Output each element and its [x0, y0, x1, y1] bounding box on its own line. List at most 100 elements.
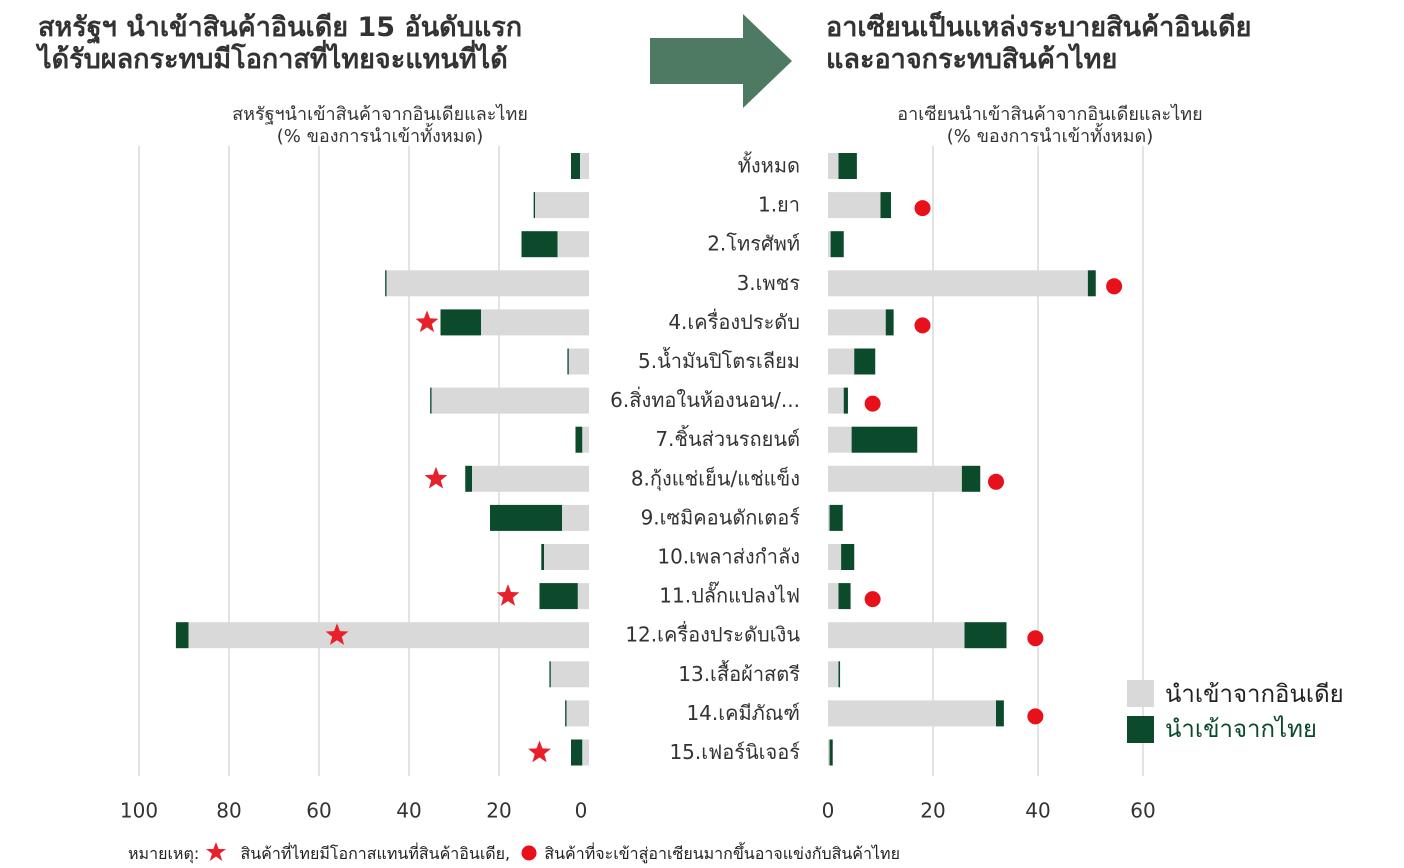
left-bar-thai	[549, 661, 551, 688]
left-subtitle-line-2: (% ของการนำเข้าทั้งหมด)	[276, 126, 484, 147]
category-label: 3.เพชร	[737, 271, 801, 295]
right-bar-india	[828, 387, 844, 414]
legend-swatch-thai	[1127, 716, 1154, 743]
right-bar-thai	[829, 739, 833, 766]
right-bar-india	[828, 348, 855, 375]
left-bar-thai	[565, 700, 567, 727]
left-bar-india	[431, 387, 589, 414]
right-arrow-icon	[650, 14, 792, 108]
dot-marker	[914, 317, 931, 334]
dot-marker	[864, 395, 881, 412]
dot-marker	[1027, 630, 1044, 647]
category-label: ทั้งหมด	[738, 152, 800, 178]
star-marker-icon	[206, 842, 227, 861]
right-bar-thai	[838, 153, 857, 179]
dot-marker	[864, 591, 881, 608]
left-bar-thai	[571, 153, 580, 179]
right-bar-thai	[996, 700, 1004, 727]
right-x-tick-label: 0	[822, 799, 835, 823]
category-label: 5.น้ำมันปิโตรเลียม	[638, 347, 800, 373]
category-label: 7.ชิ้นส่วนรถยนต์	[655, 425, 800, 451]
right-bar-india	[828, 544, 842, 570]
star-marker	[325, 623, 349, 645]
right-subtitle-line-2: (% ของการนำเข้าทั้งหมด)	[946, 126, 1154, 147]
legend-label-thai: นำเข้าจากไทย	[1165, 715, 1317, 743]
right-bar-india	[828, 465, 962, 492]
category-label: 10.เพลาส่งกำลัง	[657, 545, 800, 569]
right-bar-india	[828, 700, 996, 727]
right-bar-thai	[830, 231, 844, 258]
left-bar-india	[535, 192, 589, 219]
category-label: 4.เครื่องประดับ	[668, 308, 800, 334]
right-bar-india	[828, 153, 839, 179]
category-label: 12.เครื่องประดับเงิน	[625, 621, 800, 647]
left-bar-india	[582, 739, 589, 766]
dot-marker	[988, 473, 1004, 490]
left-subtitle: สหรัฐฯนำเข้าสินค้าจากอินเดียและไทย (% ขอ…	[170, 104, 590, 148]
category-label: 15.เฟอร์นิเจอร์	[669, 740, 800, 764]
left-bar-india	[562, 504, 589, 531]
left-bar-thai	[440, 309, 481, 336]
dot-marker	[1027, 708, 1044, 725]
left-x-tick-label: 0	[575, 799, 588, 823]
left-bar-thai	[385, 270, 387, 297]
legend-label-india: นำเข้าจากอินเดีย	[1165, 680, 1344, 708]
right-bar-india	[828, 309, 886, 336]
left-bar-india	[582, 426, 589, 453]
left-x-tick-label: 60	[306, 799, 331, 823]
left-bar-india	[550, 661, 589, 688]
right-bar-india	[828, 739, 830, 766]
right-title-line-1: อาเซียนเป็นแหล่งระบายสินค้าอินเดีย	[826, 12, 1252, 43]
right-bar-thai	[880, 192, 891, 219]
right-bar-india	[828, 504, 830, 531]
star-marker	[528, 740, 551, 763]
right-subtitle: อาเซียนนำเข้าสินค้าจากอินเดียและไทย (% ข…	[840, 104, 1260, 148]
left-subtitle-line-1: สหรัฐฯนำเข้าสินค้าจากอินเดียและไทย	[232, 104, 528, 125]
left-x-tick-label: 100	[120, 799, 158, 823]
left-bar-thai	[539, 583, 578, 610]
right-bar-thai	[838, 583, 851, 610]
right-title: อาเซียนเป็นแหล่งระบายสินค้าอินเดีย และอา…	[826, 12, 1386, 76]
left-bar-india	[472, 465, 589, 492]
left-bar-thai	[575, 426, 583, 453]
right-bar-thai	[841, 544, 855, 570]
left-x-tick-label: 20	[486, 799, 511, 823]
left-bar-india	[566, 700, 589, 727]
category-label: 9.เซมิคอนดักเตอร์	[641, 505, 801, 529]
left-x-tick-label: 80	[216, 799, 241, 823]
right-bar-thai	[964, 622, 1007, 649]
category-label: 14.เคมีภัณฑ์	[686, 701, 800, 725]
right-bar-thai	[851, 426, 918, 453]
category-label: 8.กุ้งแช่เย็น/แช่แข็ง	[631, 465, 800, 491]
left-bar-thai	[567, 348, 569, 375]
dot-marker-icon	[521, 845, 537, 861]
right-bar-thai	[885, 309, 894, 336]
left-bar-thai	[490, 504, 562, 531]
footnote-prefix: หมายเหตุ:	[128, 844, 200, 863]
category-label: 13.เสื้อผ้าสตรี	[678, 660, 800, 686]
left-bar-india	[568, 348, 589, 375]
right-bar-thai	[1087, 270, 1096, 297]
left-title-line-2: ได้รับผลกระทบมีโอกาสที่ไทยจะแทนที่ได้	[38, 44, 508, 75]
category-label: 1.ยา	[758, 193, 800, 217]
right-subtitle-line-1: อาเซียนนำเข้าสินค้าจากอินเดียและไทย	[897, 104, 1203, 125]
footnote-star-text: สินค้าที่ไทยมีโอกาสแทนที่สินค้าอินเดีย,	[240, 844, 511, 863]
right-bar-thai	[843, 387, 848, 414]
dot-marker	[1106, 278, 1123, 295]
left-bar-thai	[430, 387, 432, 414]
left-bar-thai	[571, 739, 583, 766]
right-bar-thai	[829, 504, 843, 531]
left-title: สหรัฐฯ นำเข้าสินค้าอินเดีย 15 อันดับแรก …	[38, 12, 598, 76]
category-label: 2.โทรศัพท์	[707, 232, 800, 256]
right-bar-india	[828, 661, 839, 688]
footnote: หมายเหตุ: สินค้าที่ไทยมีโอกาสแทนที่สินค้…	[128, 842, 900, 867]
right-bar-india	[828, 583, 839, 610]
right-x-tick-label: 60	[1130, 799, 1155, 823]
left-bar-thai	[541, 544, 544, 570]
left-bar-india	[544, 544, 589, 570]
left-title-line-1: สหรัฐฯ นำเข้าสินค้าอินเดีย 15 อันดับแรก	[38, 12, 523, 43]
left-bar-thai	[533, 192, 535, 219]
right-x-tick-label: 20	[920, 799, 945, 823]
